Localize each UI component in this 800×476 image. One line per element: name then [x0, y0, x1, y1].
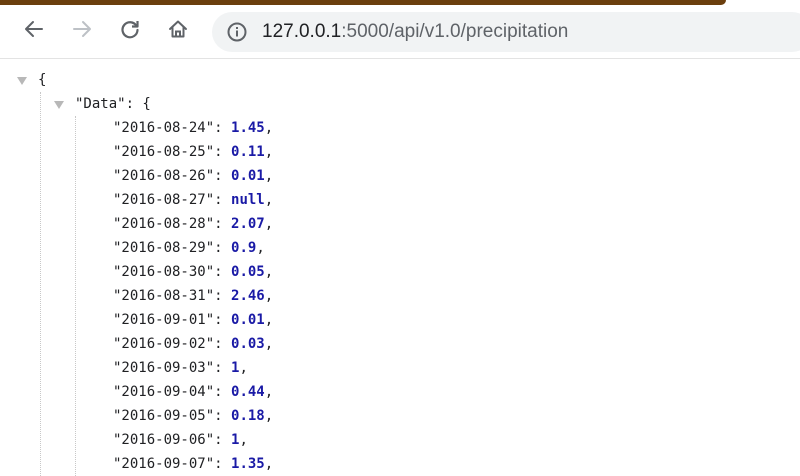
entry-precipitation-value: 1	[231, 360, 240, 376]
json-entry-row: "2016-08-25": 0.11,	[113, 140, 273, 164]
entry-precipitation-value: 1.45	[231, 120, 265, 136]
json-entry-row: "2016-08-24": 1.45,	[113, 116, 273, 140]
entry-precipitation-value: 0.05	[231, 264, 265, 280]
url-path: :5000/api/v1.0/precipitation	[341, 21, 569, 42]
entry-date-key: "2016-09-01"	[113, 312, 215, 328]
entry-date-key: "2016-09-05"	[113, 408, 215, 424]
entry-comma: ,	[264, 312, 274, 328]
entry-comma: ,	[239, 432, 248, 448]
entry-colon: :	[214, 216, 232, 232]
root-collapse-toggle[interactable]	[17, 77, 27, 85]
entry-precipitation-value: 0.01	[231, 168, 265, 184]
entry-comma: ,	[264, 456, 274, 472]
entry-colon: :	[214, 120, 232, 136]
entry-date-key: "2016-09-07"	[113, 456, 215, 472]
entry-colon: :	[214, 384, 232, 400]
entry-colon: :	[214, 432, 232, 448]
entry-comma: ,	[264, 336, 274, 352]
entry-precipitation-value: 2.46	[231, 288, 265, 304]
window-top-strip	[0, 0, 800, 5]
address-url[interactable]: 127.0.0.1:5000/api/v1.0/precipitation	[262, 21, 568, 43]
entry-colon: :	[214, 144, 232, 160]
data-key-line: "Data": {	[75, 92, 151, 116]
reload-icon	[121, 21, 139, 39]
entry-date-key: "2016-08-25"	[113, 144, 215, 160]
data-collapse-toggle[interactable]	[54, 101, 64, 109]
json-entry-row: "2016-09-01": 0.01,	[113, 308, 273, 332]
reload-button[interactable]	[116, 15, 144, 43]
entry-date-key: "2016-08-29"	[113, 240, 215, 256]
entry-date-key: "2016-09-02"	[113, 336, 215, 352]
entry-colon: :	[214, 192, 232, 208]
entry-colon: :	[214, 240, 232, 256]
forward-button[interactable]	[68, 15, 96, 43]
entry-precipitation-value: 2.07	[231, 216, 265, 232]
json-entry-row: "2016-08-28": 2.07,	[113, 212, 273, 236]
entry-precipitation-value: 0.01	[231, 312, 265, 328]
entry-precipitation-value: 1	[231, 432, 240, 448]
entry-precipitation-value: 0.44	[231, 384, 265, 400]
entry-comma: ,	[264, 408, 274, 424]
entry-colon: :	[214, 336, 232, 352]
entry-date-key: "2016-08-26"	[113, 168, 215, 184]
entry-precipitation-value: 0.18	[231, 408, 265, 424]
entry-colon: :	[214, 168, 232, 184]
entry-precipitation-value: 0.11	[231, 144, 265, 160]
data-key: "Data"	[75, 96, 126, 112]
entry-comma: ,	[264, 192, 274, 208]
entry-precipitation-value: null	[231, 192, 265, 208]
entry-colon: :	[214, 288, 232, 304]
json-entry-row: "2016-08-26": 0.01,	[113, 164, 273, 188]
entry-date-key: "2016-08-27"	[113, 192, 215, 208]
root-indent-guide	[40, 92, 41, 476]
info-icon[interactable]	[226, 21, 248, 43]
json-entry-row: "2016-09-05": 0.18,	[113, 404, 273, 428]
entry-comma: ,	[264, 384, 274, 400]
json-entry-row: "2016-08-27": null,	[113, 188, 273, 212]
entry-comma: ,	[264, 288, 274, 304]
entry-precipitation-value: 0.9	[231, 240, 257, 256]
json-entry-row: "2016-09-07": 1.35,	[113, 452, 273, 476]
entry-comma: ,	[256, 240, 265, 256]
entry-date-key: "2016-08-30"	[113, 264, 215, 280]
json-entry-row: "2016-08-30": 0.05,	[113, 260, 273, 284]
data-open-brace: : {	[125, 96, 151, 112]
entry-comma: ,	[264, 264, 274, 280]
entry-colon: :	[214, 312, 232, 328]
json-viewer: { "Data": { "2016-08-24": 1.45, "2016-08-…	[0, 60, 800, 476]
entry-colon: :	[214, 264, 232, 280]
json-entry-row: "2016-08-29": 0.9,	[113, 236, 265, 260]
entry-colon: :	[214, 408, 232, 424]
entry-colon: :	[214, 360, 232, 376]
home-button[interactable]	[164, 15, 192, 43]
entry-precipitation-value: 0.03	[231, 336, 265, 352]
json-entry-row: "2016-09-02": 0.03,	[113, 332, 273, 356]
entry-comma: ,	[264, 216, 274, 232]
entry-date-key: "2016-08-24"	[113, 120, 215, 136]
back-button[interactable]	[20, 15, 48, 43]
entry-comma: ,	[264, 120, 274, 136]
entry-date-key: "2016-08-28"	[113, 216, 215, 232]
entry-comma: ,	[264, 144, 274, 160]
url-host: 127.0.0.1	[262, 21, 342, 42]
entry-precipitation-value: 1.35	[231, 456, 265, 472]
json-entry-row: "2016-09-03": 1,	[113, 356, 248, 380]
json-entry-row: "2016-08-31": 2.46,	[113, 284, 273, 308]
root-open-brace: {	[38, 72, 47, 88]
entry-date-key: "2016-09-03"	[113, 360, 215, 376]
entry-date-key: "2016-09-06"	[113, 432, 215, 448]
entry-comma: ,	[264, 168, 274, 184]
address-bar[interactable]: 127.0.0.1:5000/api/v1.0/precipitation	[212, 12, 800, 52]
entry-colon: :	[214, 456, 232, 472]
arrow-left-icon	[25, 21, 43, 37]
browser-toolbar: 127.0.0.1:5000/api/v1.0/precipitation	[0, 5, 800, 59]
entry-date-key: "2016-08-31"	[113, 288, 215, 304]
entry-comma: ,	[239, 360, 248, 376]
arrow-right-icon	[73, 21, 91, 37]
data-indent-guide	[75, 116, 76, 476]
json-entry-row: "2016-09-06": 1,	[113, 428, 248, 452]
home-icon	[169, 20, 187, 38]
entry-date-key: "2016-09-04"	[113, 384, 215, 400]
json-entry-row: "2016-09-04": 0.44,	[113, 380, 273, 404]
